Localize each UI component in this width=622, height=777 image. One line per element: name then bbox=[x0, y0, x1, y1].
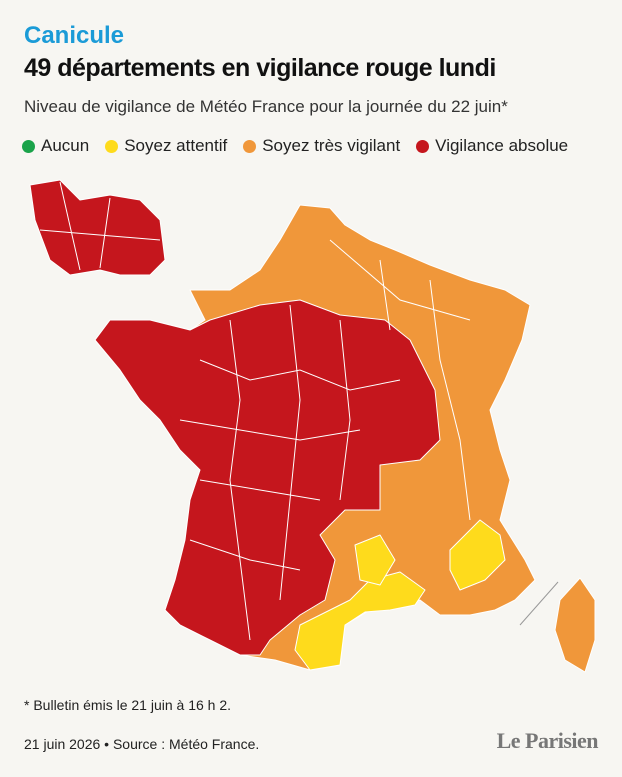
legend-swatch bbox=[22, 139, 35, 153]
title: 49 départements en vigilance rouge lundi bbox=[24, 54, 496, 82]
legend-label: Vigilance absolue bbox=[435, 136, 569, 155]
region bbox=[449, 519, 506, 591]
footnote: * Bulletin émis le 21 juin à 16 h 2. bbox=[24, 697, 232, 713]
legend-swatch bbox=[243, 139, 257, 153]
legend-item: Soyez attentif bbox=[105, 136, 227, 156]
legend-swatch bbox=[105, 139, 119, 153]
legend-swatch bbox=[416, 139, 430, 153]
legend-item: Vigilance absolue bbox=[416, 136, 568, 156]
legend-item: Soyez très vigilant bbox=[243, 136, 400, 156]
region bbox=[354, 534, 396, 586]
legend-label: Aucun bbox=[41, 136, 90, 155]
separator bbox=[519, 581, 559, 626]
region bbox=[554, 577, 596, 673]
department-borders bbox=[39, 181, 471, 641]
region bbox=[29, 179, 166, 276]
kicker: Canicule bbox=[24, 22, 125, 49]
legend-label: Soyez très vigilant bbox=[262, 136, 401, 155]
legend-item: Aucun bbox=[22, 136, 89, 156]
map bbox=[29, 179, 596, 673]
logo: Le Parisien bbox=[496, 728, 599, 753]
source: 21 juin 2026 • Source : Météo France. bbox=[24, 736, 260, 752]
legend-label: Soyez attentif bbox=[124, 136, 228, 155]
subtitle: Niveau de vigilance de Météo France pour… bbox=[24, 97, 508, 116]
legend: Aucun Soyez attentif Soyez très vigilant Vi… bbox=[22, 136, 568, 156]
